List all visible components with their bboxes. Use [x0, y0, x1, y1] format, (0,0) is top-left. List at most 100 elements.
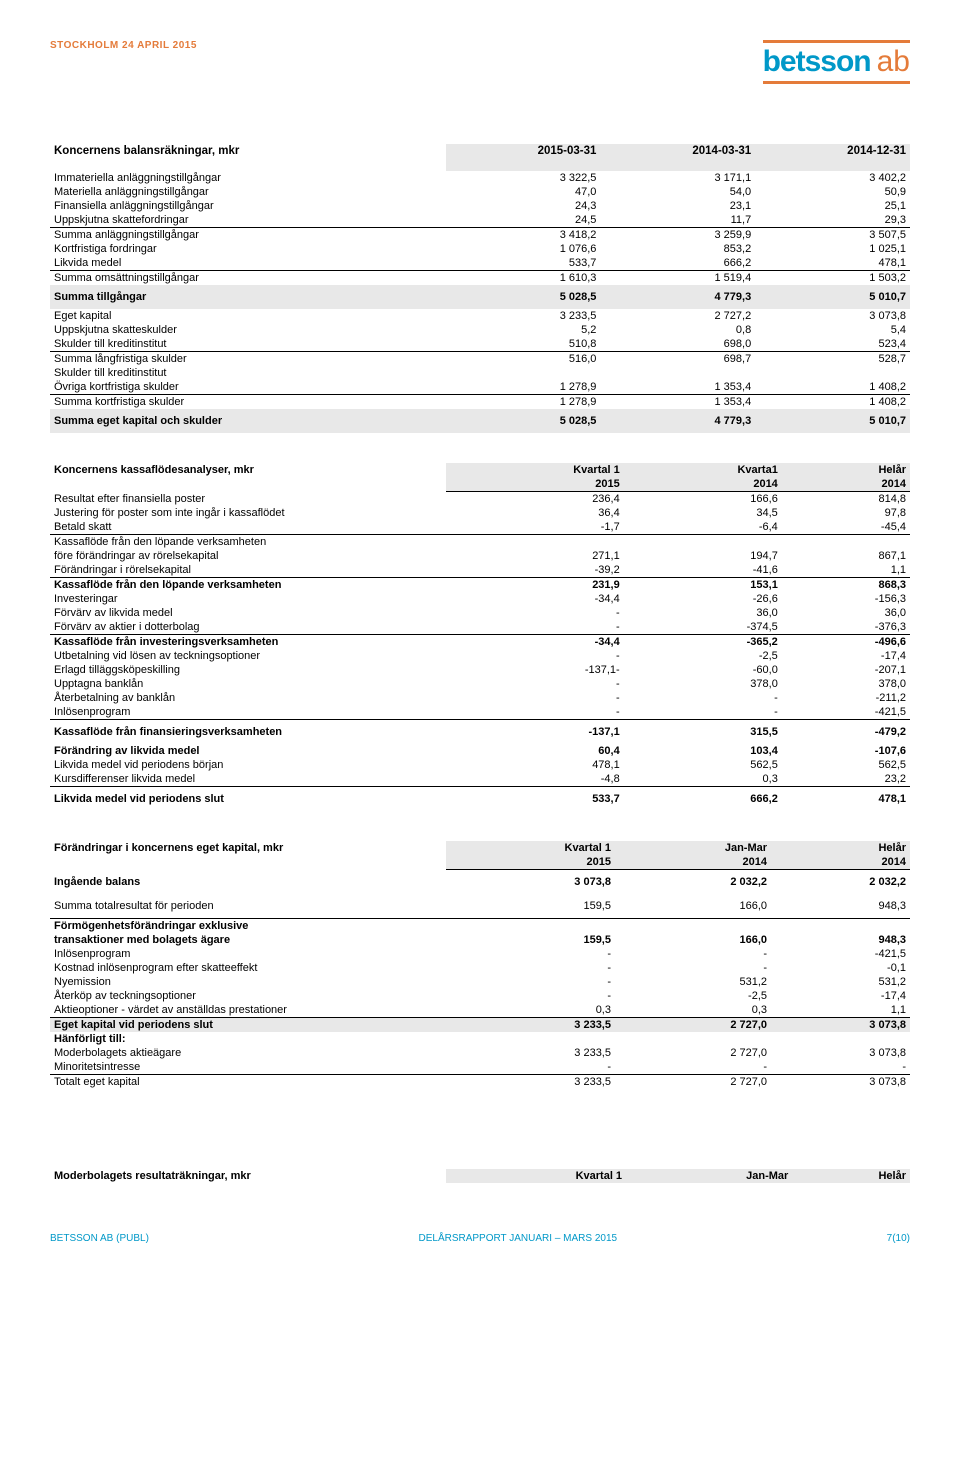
row-value: 0,3	[615, 1003, 771, 1018]
row-label: Återbetalning av banklån	[50, 691, 446, 705]
table-row: Summa tillgångar5 028,54 779,35 010,7	[50, 285, 910, 309]
table-row: Summa omsättningstillgångar1 610,31 519,…	[50, 271, 910, 286]
table-row: Upptagna banklån-378,0378,0	[50, 677, 910, 691]
row-value: -	[446, 975, 615, 989]
row-value: 97,8	[782, 506, 910, 520]
logo: betsson ab	[763, 40, 910, 84]
table-row: Likvida medel vid periodens slut533,7666…	[50, 787, 910, 812]
row-value: -2,5	[624, 649, 782, 663]
row-value: 50,9	[755, 185, 910, 199]
table-row: Summa kortfristiga skulder1 278,91 353,4…	[50, 395, 910, 410]
row-value: 523,4	[755, 337, 910, 352]
row-value: -17,4	[782, 649, 910, 663]
row-label: Upptagna banklån	[50, 677, 446, 691]
row-value: 378,0	[782, 677, 910, 691]
row-value: -	[446, 677, 624, 691]
row-value: 4 779,3	[600, 409, 755, 433]
table-row: Kortfristiga fordringar1 076,6853,21 025…	[50, 242, 910, 256]
row-value: -211,2	[782, 691, 910, 705]
row-value: -479,2	[782, 720, 910, 745]
row-value: 1 408,2	[755, 395, 910, 410]
row-value: -0,1	[771, 961, 910, 975]
row-value: -	[446, 691, 624, 705]
row-value	[624, 535, 782, 550]
row-value: 2 032,2	[771, 870, 910, 895]
t3-c2l2: 2014	[771, 855, 910, 870]
row-value: 533,7	[446, 256, 601, 271]
table-row: Inlösenprogram---421,5	[50, 947, 910, 961]
row-label: Summa eget kapital och skulder	[50, 409, 446, 433]
row-value	[615, 1032, 771, 1046]
row-value: 3 322,5	[446, 171, 601, 185]
row-value: -156,3	[782, 592, 910, 606]
row-value: 2 727,2	[600, 309, 755, 323]
row-value: 3 073,8	[755, 309, 910, 323]
row-value: -	[615, 947, 771, 961]
row-label: Uppskjutna skatteskulder	[50, 323, 446, 337]
row-value: 1 278,9	[446, 395, 601, 410]
row-value: 36,0	[782, 606, 910, 620]
row-value: 159,5	[446, 894, 615, 919]
row-value: -41,6	[624, 563, 782, 578]
row-value: -107,6	[782, 744, 910, 758]
row-value: 24,3	[446, 199, 601, 213]
row-value: 36,4	[446, 506, 624, 520]
row-label: Kortfristiga fordringar	[50, 242, 446, 256]
table-row: Utbetalning vid lösen av teckningsoption…	[50, 649, 910, 663]
row-label: Förvärv av aktier i dotterbolag	[50, 620, 446, 635]
row-value: -34,4	[446, 592, 624, 606]
row-label: Summa omsättningstillgångar	[50, 271, 446, 286]
table-row: Materiella anläggningstillgångar47,054,0…	[50, 185, 910, 199]
t3-c0l1: Kvartal 1	[446, 841, 615, 855]
row-value: -365,2	[624, 635, 782, 650]
t2-c1l2: 2014	[624, 477, 782, 492]
parent-income-table: Moderbolagets resultaträkningar, mkr Kva…	[50, 1169, 910, 1183]
t3-c1l2: 2014	[615, 855, 771, 870]
row-value	[446, 366, 601, 380]
table-row: Moderbolagets aktieägare3 233,52 727,03 …	[50, 1046, 910, 1060]
table-row: Finansiella anläggningstillgångar24,323,…	[50, 199, 910, 213]
row-value: 948,3	[771, 933, 910, 947]
row-value: -137,1-	[446, 663, 624, 677]
row-value: -376,3	[782, 620, 910, 635]
row-value: -	[446, 1060, 615, 1075]
table-row: Kursdifferenser likvida medel-4,80,323,2	[50, 772, 910, 787]
row-value: -4,8	[446, 772, 624, 787]
row-label: Eget kapital vid periodens slut	[50, 1018, 446, 1033]
row-label: Betald skatt	[50, 520, 446, 535]
row-label: Kassaflöde från den löpande verksamheten	[50, 535, 446, 550]
row-label: Summa tillgångar	[50, 285, 446, 309]
t2-c1l1: Kvarta1	[624, 463, 782, 477]
row-value: 1 353,4	[600, 380, 755, 395]
row-value: -60,0	[624, 663, 782, 677]
table-row: Summa eget kapital och skulder5 028,54 7…	[50, 409, 910, 433]
row-value: 231,9	[446, 578, 624, 593]
row-value: -496,6	[782, 635, 910, 650]
row-label: Hänförligt till:	[50, 1032, 446, 1046]
table-row: Hänförligt till:	[50, 1032, 910, 1046]
row-value: 0,3	[624, 772, 782, 787]
table-row: Summa anläggningstillgångar3 418,23 259,…	[50, 228, 910, 243]
table-row: Uppskjutna skattefordringar24,511,729,3	[50, 213, 910, 228]
row-value: 166,0	[615, 933, 771, 947]
row-label: Totalt eget kapital	[50, 1075, 446, 1090]
row-value: 3 507,5	[755, 228, 910, 243]
row-label: Förändring av likvida medel	[50, 744, 446, 758]
table-row: Förändring av likvida medel60,4103,4-107…	[50, 744, 910, 758]
t4-c0: Kvartal 1	[446, 1169, 626, 1183]
row-value: -6,4	[624, 520, 782, 535]
table4-title: Moderbolagets resultaträkningar, mkr	[50, 1169, 446, 1183]
footer-right: 7(10)	[887, 1233, 910, 1244]
row-value: 378,0	[624, 677, 782, 691]
table-row: Likvida medel vid periodens början478,15…	[50, 758, 910, 772]
row-value	[600, 366, 755, 380]
row-value: 236,4	[446, 492, 624, 507]
table1-col2: 2014-12-31	[755, 144, 910, 171]
row-value: -26,6	[624, 592, 782, 606]
row-value	[446, 535, 624, 550]
row-value: 3 233,5	[446, 1075, 615, 1090]
row-value	[615, 919, 771, 934]
row-label: Skulder till kreditinstitut	[50, 337, 446, 352]
row-value: 1,1	[771, 1003, 910, 1018]
row-value: 948,3	[771, 894, 910, 919]
